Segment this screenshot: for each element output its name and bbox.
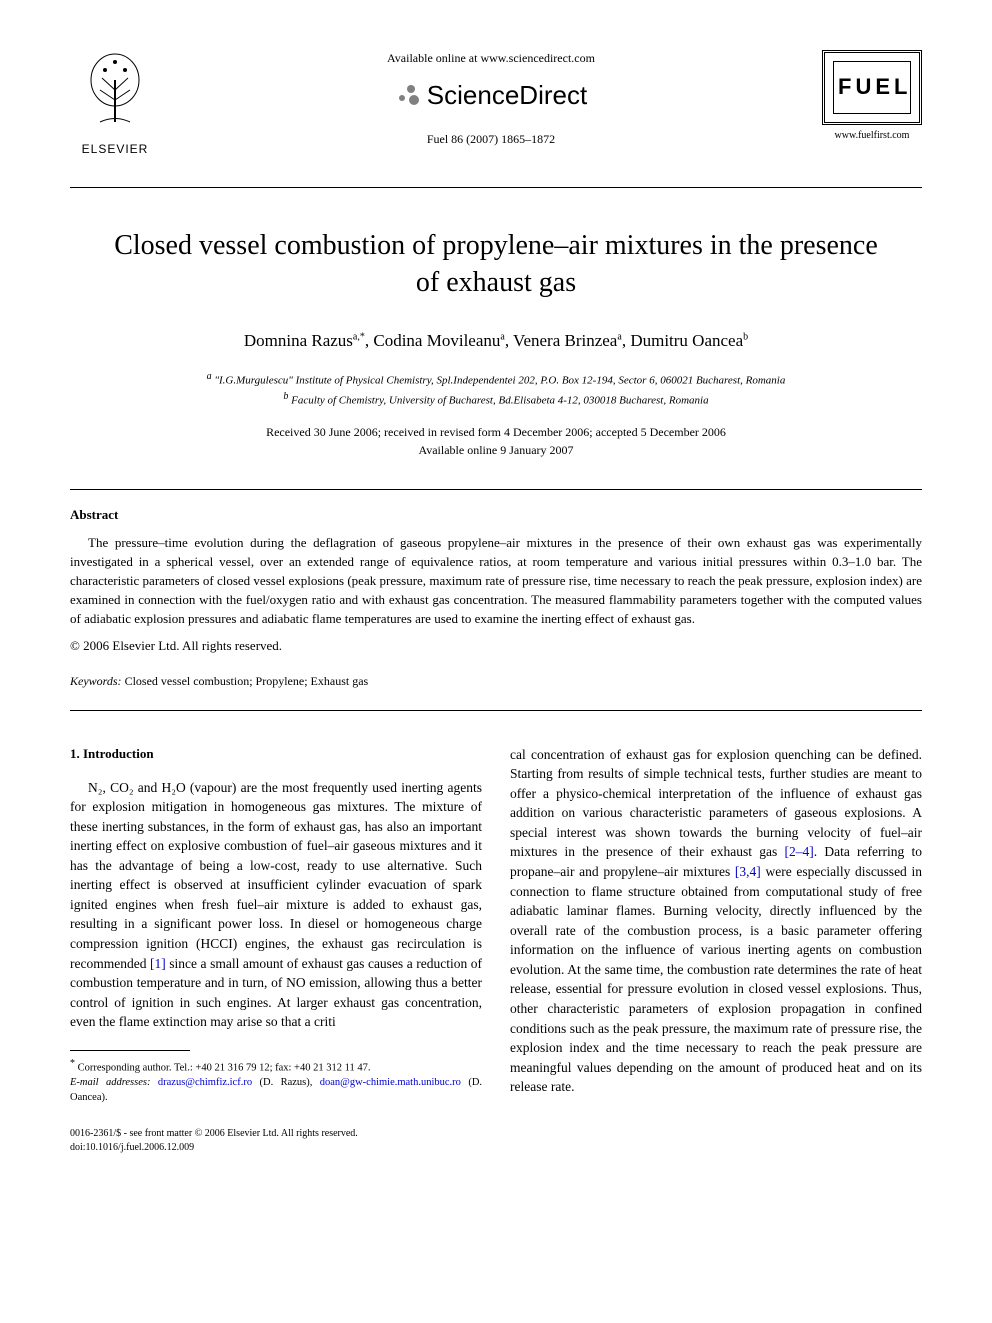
footnote-separator <box>70 1050 190 1051</box>
keywords-text: Closed vessel combustion; Propylene; Exh… <box>125 674 369 688</box>
header-row: ELSEVIER Available online at www.science… <box>70 50 922 157</box>
author-4-sup: b <box>743 332 748 343</box>
author-1-sup: a,* <box>353 332 365 343</box>
email-1-name: (D. Razus), <box>259 1077 312 1088</box>
article-title: Closed vessel combustion of propylene–ai… <box>110 228 882 301</box>
section-1-heading: 1. Introduction <box>70 745 482 764</box>
ref-link-34[interactable]: [3,4] <box>735 864 761 879</box>
sciencedirect-text: ScienceDirect <box>427 77 587 113</box>
column-right: cal concentration of exhaust gas for exp… <box>510 745 922 1106</box>
affiliations: a "I.G.Murgulescu" Institute of Physical… <box>70 369 922 409</box>
online-date: Available online 9 January 2007 <box>70 441 922 459</box>
intro-paragraph-left: N₂, CO₂ and H₂O (vapour) are the most fr… <box>70 778 482 1032</box>
abstract-text: The pressure–time evolution during the d… <box>70 534 922 628</box>
email-1[interactable]: drazus@chimfiz.icf.ro <box>158 1077 252 1088</box>
abstract-bottom-rule <box>70 710 922 711</box>
footer: 0016-2361/$ - see front matter © 2006 El… <box>70 1127 922 1155</box>
author-2-sup: a <box>500 332 504 343</box>
ref-link-1[interactable]: [1] <box>150 956 166 971</box>
author-2: Codina Movileanu <box>373 331 500 350</box>
affiliation-a: "I.G.Murgulescu" Institute of Physical C… <box>214 375 785 387</box>
email-label: E-mail addresses: <box>70 1077 150 1088</box>
footer-line-2: doi:10.1016/j.fuel.2006.12.009 <box>70 1141 922 1155</box>
fuel-url: www.fuelfirst.com <box>822 129 922 143</box>
author-3-sup: a <box>617 332 621 343</box>
available-online-text: Available online at www.sciencedirect.co… <box>180 50 802 67</box>
keywords-label: Keywords: <box>70 674 122 688</box>
intro-text-2a: cal concentration of exhaust gas for exp… <box>510 747 922 860</box>
corr-author-text: Corresponding author. Tel.: +40 21 316 7… <box>78 1062 371 1073</box>
keywords: Keywords: Closed vessel combustion; Prop… <box>70 673 922 690</box>
elsevier-label: ELSEVIER <box>70 141 160 158</box>
elsevier-tree-icon <box>80 50 150 130</box>
ref-link-24[interactable]: [2–4] <box>784 844 813 859</box>
email-2[interactable]: doan@gw-chimie.math.unibuc.ro <box>320 1077 461 1088</box>
header-rule <box>70 187 922 188</box>
intro-text-2c: were especially discussed in connection … <box>510 864 922 1094</box>
received-date: Received 30 June 2006; received in revis… <box>70 423 922 441</box>
fuel-text: FUEL <box>838 72 906 103</box>
author-1: Domnina Razus <box>244 331 353 350</box>
sciencedirect-logo: ScienceDirect <box>180 77 802 113</box>
abstract-heading: Abstract <box>70 506 922 524</box>
affiliation-b: Faculty of Chemistry, University of Buch… <box>291 395 708 407</box>
abstract-copyright: © 2006 Elsevier Ltd. All rights reserved… <box>70 637 922 655</box>
fuel-journal-logo: FUEL www.fuelfirst.com <box>822 50 922 143</box>
sciencedirect-icon <box>395 83 419 107</box>
intro-text-1a: N₂, CO₂ and H₂O (vapour) are the most fr… <box>70 780 482 971</box>
body-columns: 1. Introduction N₂, CO₂ and H₂O (vapour)… <box>70 745 922 1106</box>
column-left: 1. Introduction N₂, CO₂ and H₂O (vapour)… <box>70 745 482 1106</box>
author-3: Venera Brinzea <box>513 331 617 350</box>
corresponding-author-footnote: * Corresponding author. Tel.: +40 21 316… <box>70 1057 482 1106</box>
intro-paragraph-right: cal concentration of exhaust gas for exp… <box>510 745 922 1097</box>
elsevier-logo: ELSEVIER <box>70 50 160 157</box>
footer-line-1: 0016-2361/$ - see front matter © 2006 El… <box>70 1127 922 1141</box>
authors-list: Domnina Razusa,*, Codina Movileanua, Ven… <box>70 329 922 353</box>
author-4: Dumitru Oancea <box>630 331 743 350</box>
journal-reference: Fuel 86 (2007) 1865–1872 <box>180 131 802 148</box>
center-header: Available online at www.sciencedirect.co… <box>160 50 822 148</box>
article-dates: Received 30 June 2006; received in revis… <box>70 423 922 459</box>
